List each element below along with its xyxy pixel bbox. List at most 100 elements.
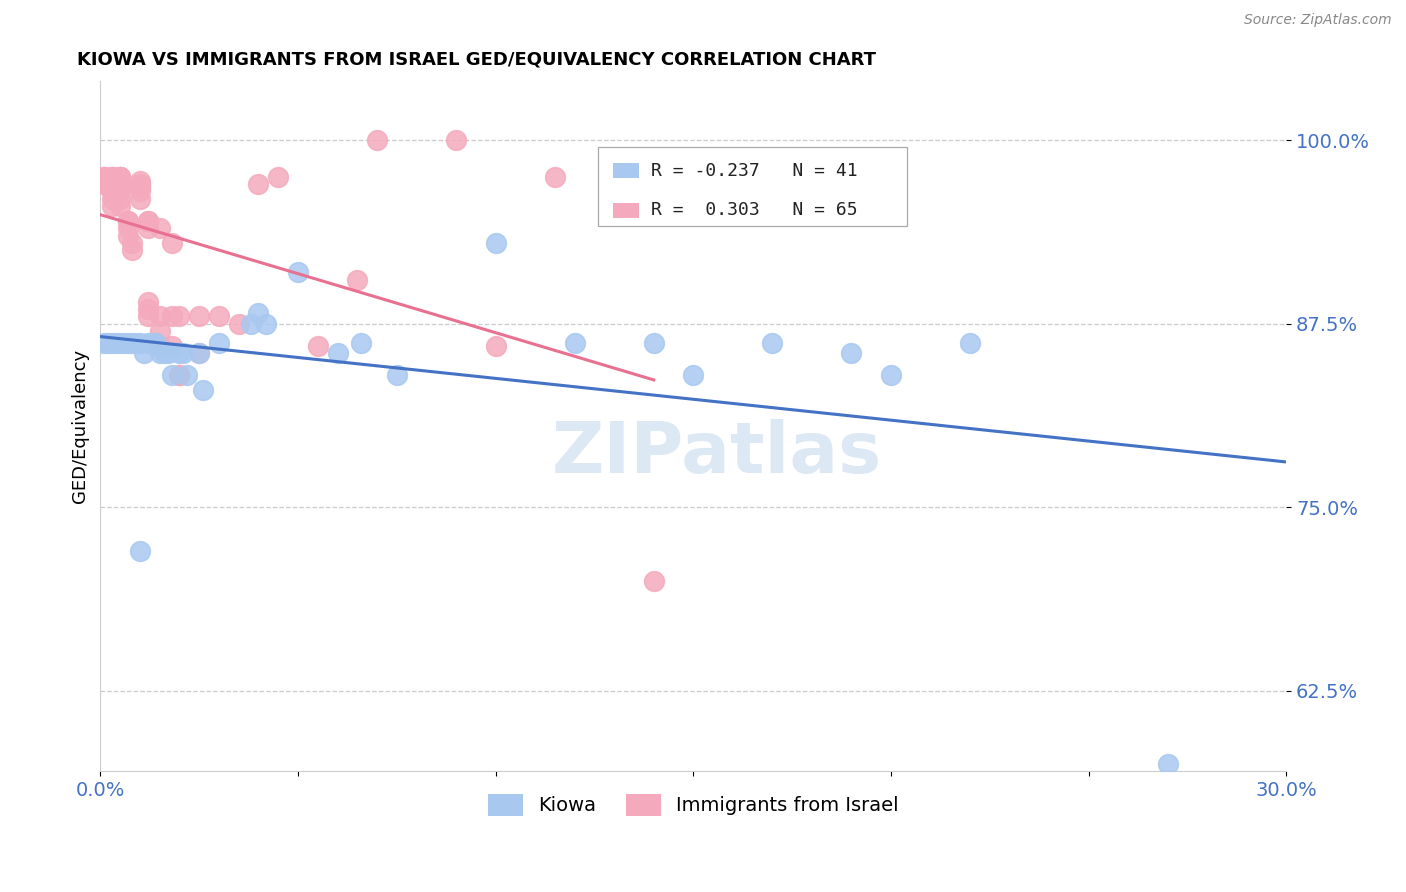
Point xyxy=(160,310,183,324)
FancyBboxPatch shape xyxy=(613,163,638,178)
Point xyxy=(145,335,167,350)
Point xyxy=(101,192,124,206)
Point xyxy=(544,169,567,184)
Point xyxy=(108,169,131,184)
Point xyxy=(128,185,150,199)
Point xyxy=(101,174,124,188)
Text: R =  0.303   N = 65: R = 0.303 N = 65 xyxy=(651,202,858,219)
Point xyxy=(117,228,139,243)
Point xyxy=(132,346,155,360)
Point xyxy=(128,174,150,188)
Point xyxy=(97,335,120,350)
Point xyxy=(108,199,131,213)
Point xyxy=(128,180,150,194)
Point xyxy=(136,335,159,350)
Point xyxy=(169,368,191,382)
Point xyxy=(267,169,290,184)
Point xyxy=(643,574,665,588)
Point xyxy=(136,214,159,228)
Point xyxy=(101,185,124,199)
Point xyxy=(112,335,135,350)
Point xyxy=(761,335,783,350)
Text: R = -0.237   N = 41: R = -0.237 N = 41 xyxy=(651,161,858,179)
Point xyxy=(152,346,174,360)
Point xyxy=(117,221,139,235)
Point xyxy=(108,169,131,184)
Point xyxy=(191,383,214,397)
Point xyxy=(208,310,231,324)
Point xyxy=(1156,757,1178,772)
Point xyxy=(121,235,143,250)
Point xyxy=(172,346,194,360)
Point xyxy=(108,181,131,195)
Point xyxy=(101,199,124,213)
Point xyxy=(444,133,467,147)
Point xyxy=(149,338,172,352)
Point xyxy=(485,338,508,352)
Point xyxy=(141,335,163,350)
Point xyxy=(136,301,159,316)
Legend: Kiowa, Immigrants from Israel: Kiowa, Immigrants from Israel xyxy=(479,786,907,824)
FancyBboxPatch shape xyxy=(599,147,907,227)
Point xyxy=(128,177,150,191)
Point xyxy=(93,169,115,184)
Point xyxy=(136,294,159,309)
Text: Source: ZipAtlas.com: Source: ZipAtlas.com xyxy=(1244,13,1392,28)
Point xyxy=(128,544,150,558)
Point xyxy=(128,335,150,350)
Point xyxy=(108,185,131,199)
Point xyxy=(101,169,124,184)
Point xyxy=(149,324,172,338)
Point xyxy=(117,214,139,228)
Point xyxy=(188,346,211,360)
Point xyxy=(160,338,183,352)
Point xyxy=(247,306,270,320)
Point xyxy=(841,346,863,360)
Point xyxy=(385,368,408,382)
Point xyxy=(117,335,139,350)
Text: ZIPatlas: ZIPatlas xyxy=(553,419,882,489)
Point xyxy=(125,335,148,350)
Point xyxy=(254,317,277,331)
Point xyxy=(149,310,172,324)
Point xyxy=(169,346,191,360)
Point xyxy=(117,214,139,228)
Point xyxy=(93,177,115,191)
Point xyxy=(160,368,183,382)
Point xyxy=(108,192,131,206)
Point xyxy=(682,368,704,382)
Text: KIOWA VS IMMIGRANTS FROM ISRAEL GED/EQUIVALENCY CORRELATION CHART: KIOWA VS IMMIGRANTS FROM ISRAEL GED/EQUI… xyxy=(77,51,876,69)
Point xyxy=(105,335,128,350)
Point xyxy=(643,335,665,350)
Point xyxy=(188,310,211,324)
Point xyxy=(108,335,131,350)
Point xyxy=(101,185,124,199)
Point xyxy=(959,335,981,350)
Point xyxy=(149,221,172,235)
Point xyxy=(287,265,309,279)
Point xyxy=(188,346,211,360)
Point xyxy=(307,338,329,352)
Point xyxy=(136,214,159,228)
Point xyxy=(350,335,373,350)
Point xyxy=(121,335,143,350)
Point xyxy=(101,335,124,350)
Point xyxy=(326,346,349,360)
FancyBboxPatch shape xyxy=(613,202,638,218)
Point xyxy=(108,174,131,188)
Point xyxy=(128,192,150,206)
Point xyxy=(485,235,508,250)
Point xyxy=(101,185,124,199)
Point xyxy=(108,177,131,191)
Point xyxy=(208,335,231,350)
Point xyxy=(149,346,172,360)
Point xyxy=(880,368,903,382)
Point xyxy=(239,317,262,331)
Point xyxy=(101,169,124,184)
Point xyxy=(108,169,131,184)
Point xyxy=(160,235,183,250)
Point xyxy=(93,169,115,184)
Point xyxy=(169,368,191,382)
Point xyxy=(564,335,586,350)
Point xyxy=(228,317,250,331)
